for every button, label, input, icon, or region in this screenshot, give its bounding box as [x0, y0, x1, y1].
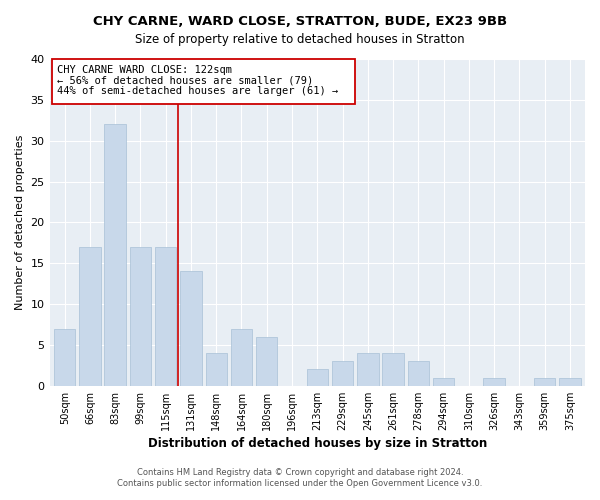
Text: CHY CARNE, WARD CLOSE, STRATTON, BUDE, EX23 9BB: CHY CARNE, WARD CLOSE, STRATTON, BUDE, E…: [93, 15, 507, 28]
Text: CHY CARNE WARD CLOSE: 122sqm: CHY CARNE WARD CLOSE: 122sqm: [57, 64, 232, 74]
Bar: [357, 353, 379, 386]
Bar: [130, 247, 151, 386]
Bar: [407, 362, 429, 386]
Bar: [180, 272, 202, 386]
Bar: [534, 378, 556, 386]
Bar: [54, 328, 76, 386]
Y-axis label: Number of detached properties: Number of detached properties: [15, 134, 25, 310]
Bar: [52, 59, 355, 104]
Bar: [307, 370, 328, 386]
Bar: [104, 124, 126, 386]
Text: 44% of semi-detached houses are larger (61) →: 44% of semi-detached houses are larger (…: [57, 86, 338, 96]
Text: Size of property relative to detached houses in Stratton: Size of property relative to detached ho…: [135, 32, 465, 46]
Bar: [79, 247, 101, 386]
Bar: [155, 247, 176, 386]
Bar: [231, 328, 252, 386]
Bar: [433, 378, 454, 386]
Bar: [332, 362, 353, 386]
Bar: [256, 337, 277, 386]
X-axis label: Distribution of detached houses by size in Stratton: Distribution of detached houses by size …: [148, 437, 487, 450]
Bar: [206, 353, 227, 386]
Text: Contains HM Land Registry data © Crown copyright and database right 2024.
Contai: Contains HM Land Registry data © Crown c…: [118, 468, 482, 487]
Bar: [559, 378, 581, 386]
Bar: [382, 353, 404, 386]
Bar: [484, 378, 505, 386]
Text: ← 56% of detached houses are smaller (79): ← 56% of detached houses are smaller (79…: [57, 76, 313, 86]
